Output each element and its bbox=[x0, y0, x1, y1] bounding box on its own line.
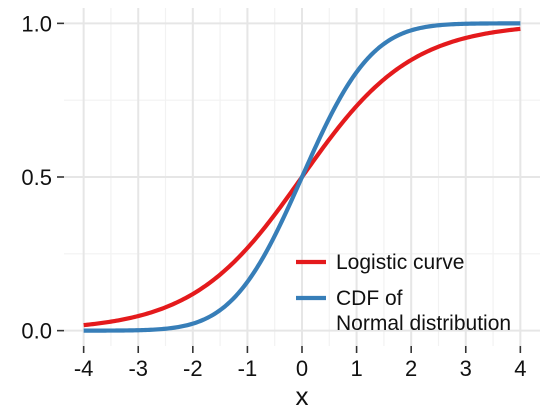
series-line-2 bbox=[83, 21, 521, 333]
x-tick-label: -4 bbox=[74, 356, 94, 381]
x-tick-label: -3 bbox=[128, 356, 148, 381]
y-tick-label: 0.0 bbox=[21, 319, 52, 344]
x-tick-label: 4 bbox=[514, 356, 526, 381]
axis-ticks bbox=[57, 22, 522, 353]
legend-label-1: Logistic curve bbox=[336, 251, 464, 274]
x-tick-label: 0 bbox=[296, 356, 308, 381]
y-tick-label: 0.5 bbox=[21, 165, 52, 190]
y-tick-label: 1.0 bbox=[21, 11, 52, 36]
x-tick-label: 2 bbox=[405, 356, 417, 381]
series-lines bbox=[83, 21, 521, 333]
x-tick-label: 1 bbox=[350, 356, 362, 381]
x-tick-label: -1 bbox=[238, 356, 258, 381]
x-axis-title: x bbox=[296, 381, 309, 411]
legend-label-2: CDF of Normal distribution bbox=[336, 287, 511, 335]
x-tick-label: 3 bbox=[460, 356, 472, 381]
y-axis-tick-labels: 0.0 0.5 1.0 bbox=[21, 11, 52, 343]
legend: Logistic curve CDF of Normal distribution bbox=[296, 251, 511, 335]
x-axis-tick-labels: -4 -3 -2 -1 0 1 2 3 4 bbox=[74, 356, 527, 381]
x-tick-label: -2 bbox=[183, 356, 203, 381]
